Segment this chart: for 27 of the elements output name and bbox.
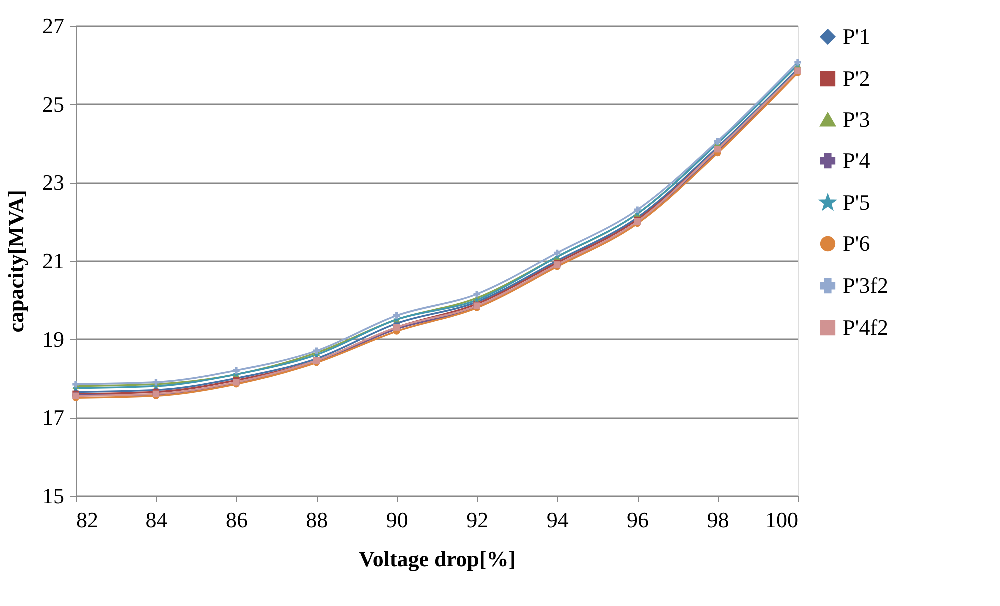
y-tick-label: 27 bbox=[42, 14, 64, 38]
y-tick-label: 23 bbox=[42, 170, 64, 196]
x-tick-label: 100 bbox=[766, 508, 798, 532]
x-tick-label: 82 bbox=[76, 508, 98, 532]
y-tick-label: 25 bbox=[42, 92, 64, 117]
x-tick-label: 90 bbox=[386, 508, 408, 532]
y-tick-label: 15 bbox=[42, 484, 64, 508]
legend-label: P'4f2 bbox=[843, 315, 889, 340]
legend-label: P'6 bbox=[843, 231, 870, 256]
x-tick-label: 88 bbox=[306, 508, 328, 532]
y-tick-label: 21 bbox=[42, 248, 64, 274]
x-tick-label: 98 bbox=[707, 508, 730, 532]
y-tick-label: 17 bbox=[42, 405, 64, 430]
x-axis-title: Voltage drop[%] bbox=[358, 546, 516, 572]
legend-label: P'5 bbox=[843, 190, 870, 215]
legend-label: P'3 bbox=[843, 107, 870, 132]
legend-label: P'3f2 bbox=[843, 273, 889, 298]
y-tick-label: 19 bbox=[42, 326, 64, 352]
legend-label: P'2 bbox=[843, 66, 870, 91]
y-axis-title: capacity[MVA] bbox=[4, 190, 28, 333]
legend-label: P'4 bbox=[843, 148, 870, 173]
x-tick-label: 84 bbox=[146, 508, 168, 532]
x-tick-label: 96 bbox=[627, 508, 650, 532]
legend-label: P'1 bbox=[843, 24, 870, 49]
x-tick-label: 92 bbox=[466, 508, 489, 532]
x-tick-label: 86 bbox=[226, 508, 248, 532]
x-tick-label: 94 bbox=[546, 508, 569, 532]
